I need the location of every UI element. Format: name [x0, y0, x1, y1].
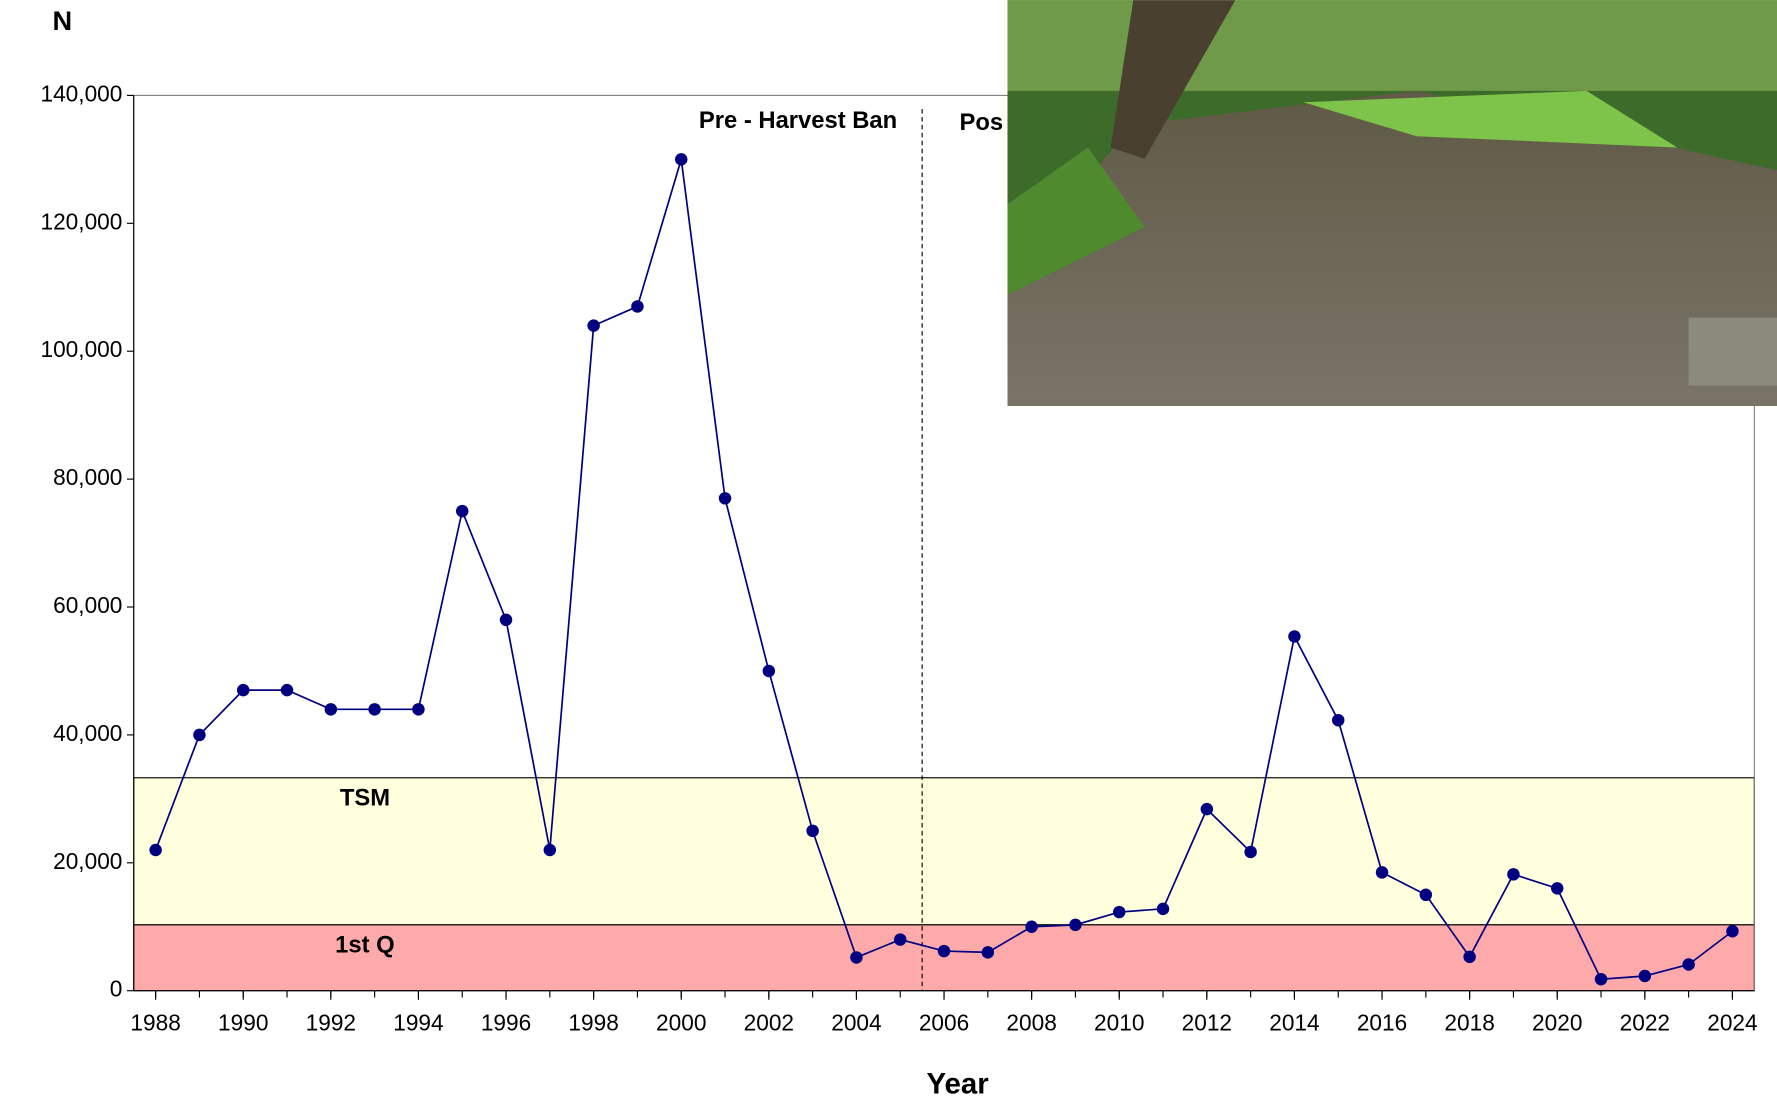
data-point	[1069, 918, 1082, 932]
data-point	[1638, 969, 1652, 983]
data-point	[368, 703, 381, 716]
data-point	[806, 824, 819, 838]
data-point	[1025, 920, 1038, 933]
y-tick-label: 60,000	[53, 592, 122, 618]
data-point	[543, 843, 557, 857]
band	[133, 777, 1755, 926]
x-tick-label: 2012	[1182, 1010, 1232, 1036]
data-point	[1156, 902, 1170, 916]
y-axis-title: N	[53, 5, 73, 36]
data-point	[1375, 866, 1389, 879]
band	[133, 924, 1755, 992]
x-tick-label: 2018	[1444, 1010, 1494, 1036]
x-axis-title: Year	[927, 1068, 990, 1101]
band-label: TSM	[340, 785, 390, 812]
x-tick-label: 2010	[1094, 1010, 1144, 1036]
data-point	[324, 703, 338, 716]
data-point	[1594, 972, 1608, 986]
x-tick-label: 1998	[568, 1010, 618, 1036]
x-tick-label: 2024	[1707, 1010, 1757, 1036]
data-point	[1331, 713, 1345, 727]
y-tick-label: 20,000	[53, 848, 122, 874]
data-point	[762, 664, 776, 678]
y-tick-label: 80,000	[53, 464, 122, 490]
data-point	[1726, 925, 1739, 938]
photo-bank	[1007, 147, 1145, 295]
x-tick-label: 2000	[656, 1010, 706, 1036]
data-point	[850, 951, 863, 964]
photo-tree	[1110, 0, 1236, 159]
x-tick-label: 2020	[1532, 1010, 1582, 1036]
data-point	[893, 933, 907, 946]
x-tick-label: 2004	[831, 1010, 881, 1036]
x-tick-label: 2016	[1357, 1010, 1407, 1036]
y-tick-label: 120,000	[40, 208, 122, 234]
data-point	[236, 683, 250, 697]
data-point	[718, 492, 732, 505]
data-point	[412, 703, 425, 716]
photo-ground	[1007, 90, 1777, 406]
data-point	[937, 944, 951, 958]
x-tick-label: 2006	[919, 1010, 969, 1036]
data-point	[280, 683, 294, 697]
data-point	[1112, 905, 1126, 919]
data-point	[981, 946, 995, 959]
data-point	[455, 504, 469, 518]
y-tick-label: 100,000	[40, 336, 122, 362]
x-tick-label: 1990	[218, 1010, 268, 1036]
data-point	[1463, 950, 1476, 964]
photo-grass	[1303, 90, 1678, 148]
data-point	[674, 153, 688, 166]
band-label: 1st Q	[335, 932, 394, 959]
data-point	[1551, 882, 1564, 895]
divider-right-label: Pos	[960, 109, 1004, 136]
data-point	[1507, 868, 1520, 881]
y-tick-label: 0	[110, 976, 123, 1002]
x-tick-label: 1988	[130, 1010, 180, 1036]
x-tick-label: 2014	[1269, 1010, 1319, 1036]
data-point	[499, 613, 513, 627]
data-point	[193, 728, 206, 742]
data-point	[1419, 888, 1433, 902]
data-point	[149, 843, 162, 857]
x-tick-label: 1994	[393, 1010, 443, 1036]
data-point	[631, 300, 644, 313]
y-tick-label: 140,000	[40, 80, 122, 106]
data-point	[1682, 958, 1695, 971]
data-point	[1200, 802, 1214, 816]
x-tick-label: 2022	[1620, 1010, 1670, 1036]
x-tick-label: 2008	[1006, 1010, 1056, 1036]
photo	[1007, 0, 1777, 406]
y-tick-label: 40,000	[53, 720, 122, 746]
data-point	[1244, 845, 1257, 859]
divider-left-label: Pre - Harvest Ban	[699, 107, 897, 134]
x-tick-label: 1996	[481, 1010, 531, 1036]
data-point	[587, 319, 600, 332]
x-tick-label: 1992	[306, 1010, 356, 1036]
data-point	[1288, 630, 1301, 643]
photo-water	[1688, 317, 1777, 386]
x-tick-label: 2002	[744, 1010, 794, 1036]
